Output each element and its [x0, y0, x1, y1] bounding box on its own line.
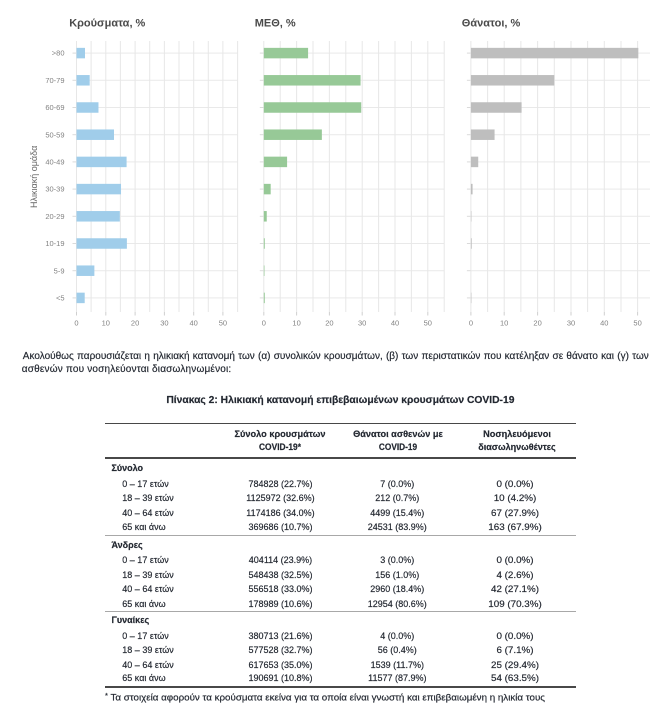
svg-text:10: 10 — [102, 319, 110, 328]
svg-text:0: 0 — [74, 319, 78, 328]
svg-text:20-29: 20-29 — [45, 212, 64, 221]
svg-text:30-39: 30-39 — [45, 185, 64, 194]
svg-text:30: 30 — [160, 319, 168, 328]
svg-text:ΜΕΘ, %: ΜΕΘ, % — [255, 17, 296, 29]
svg-text:40: 40 — [600, 319, 608, 328]
svg-text:5-9: 5-9 — [54, 266, 65, 275]
svg-text:Κρούσματα, %: Κρούσματα, % — [69, 17, 145, 29]
svg-text:30: 30 — [567, 319, 575, 328]
svg-text:10: 10 — [500, 319, 508, 328]
svg-text:20: 20 — [131, 319, 139, 328]
svg-text:0: 0 — [262, 319, 266, 328]
svg-text:0: 0 — [469, 319, 473, 328]
svg-text:40-49: 40-49 — [45, 158, 64, 167]
svg-text:20: 20 — [533, 319, 541, 328]
svg-text:70-79: 70-79 — [45, 76, 64, 85]
svg-text:40: 40 — [190, 319, 198, 328]
svg-text:60-69: 60-69 — [45, 103, 64, 112]
svg-text:<5: <5 — [56, 294, 65, 303]
svg-text:10: 10 — [292, 319, 300, 328]
svg-text:Ηλικιακή ομάδα: Ηλικιακή ομάδα — [29, 146, 39, 208]
svg-text:50: 50 — [424, 319, 432, 328]
svg-text:50: 50 — [633, 319, 641, 328]
svg-text:50: 50 — [219, 319, 227, 328]
svg-text:Θάνατοι, %: Θάνατοι, % — [462, 17, 521, 29]
svg-text:20: 20 — [325, 319, 333, 328]
svg-text:10-19: 10-19 — [45, 239, 64, 248]
svg-text:50-59: 50-59 — [45, 130, 64, 139]
svg-text:>80: >80 — [52, 49, 65, 58]
svg-text:30: 30 — [358, 319, 366, 328]
svg-text:40: 40 — [391, 319, 399, 328]
